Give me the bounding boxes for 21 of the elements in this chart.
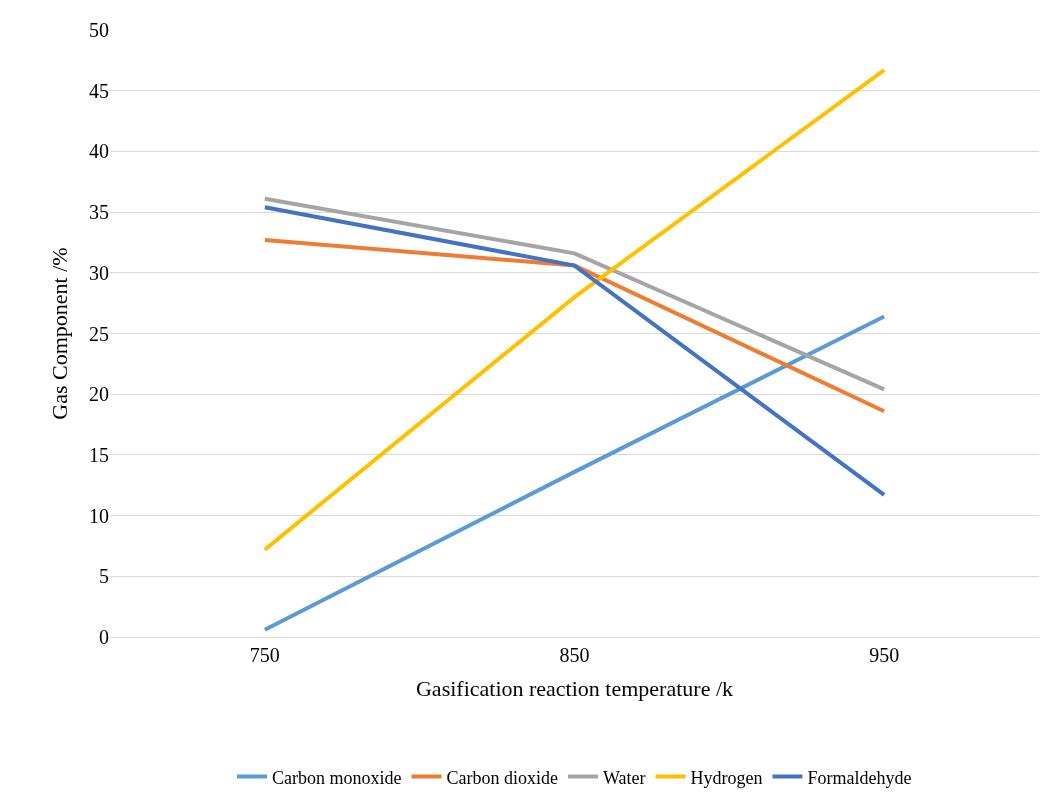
y-tick-label: 0 — [99, 626, 109, 648]
y-tick-label: 40 — [89, 140, 109, 163]
y-tick-label: 25 — [89, 322, 109, 345]
y-tick-label: 35 — [89, 201, 109, 224]
legend-label: Hydrogen — [690, 767, 763, 788]
legend-label: Carbon dioxide — [446, 767, 558, 788]
y-tick-label: 15 — [89, 443, 109, 466]
y-tick-label: 5 — [99, 565, 109, 588]
y-tick-label: 20 — [89, 383, 109, 406]
y-axis-title: Gas Component /% — [46, 247, 72, 420]
x-axis-title: Gasification reaction temperature /k — [415, 675, 734, 701]
legend-label: Carbon monoxide — [272, 767, 402, 788]
legend-label: Formaldehyde — [807, 767, 912, 788]
legend-label: Water — [602, 767, 646, 788]
y-tick-label: 50 — [89, 19, 109, 41]
x-tick-label: 750 — [249, 644, 280, 666]
x-tick-label: 850 — [559, 644, 590, 666]
x-tick-label: 950 — [869, 644, 900, 666]
y-tick-label: 45 — [89, 79, 109, 102]
y-tick-label: 10 — [89, 504, 109, 527]
y-tick-label: 30 — [89, 261, 109, 284]
